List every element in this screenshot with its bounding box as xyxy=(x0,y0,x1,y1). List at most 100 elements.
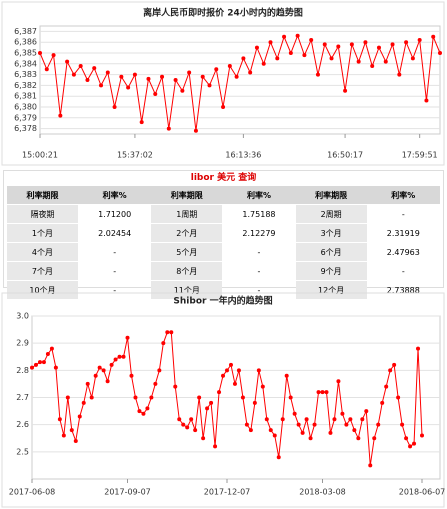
point xyxy=(356,436,361,441)
point xyxy=(316,390,321,395)
point xyxy=(348,417,353,422)
point xyxy=(349,42,354,47)
table-cell: 2.73888 xyxy=(366,280,440,300)
table-cell: 2周期 xyxy=(295,204,367,224)
table-cell: - xyxy=(366,204,440,224)
point xyxy=(252,400,257,405)
line xyxy=(39,34,441,131)
point xyxy=(119,74,124,79)
point xyxy=(105,379,110,384)
point xyxy=(101,368,106,373)
x-tick-label: 2017-12-07 xyxy=(204,488,251,497)
y-tick-label: 3.0 xyxy=(16,312,29,321)
point xyxy=(275,56,280,61)
point xyxy=(388,368,393,373)
table-cell: - xyxy=(222,261,296,281)
point xyxy=(165,330,170,335)
point xyxy=(228,362,233,367)
point xyxy=(73,438,78,443)
point xyxy=(268,428,273,433)
point xyxy=(284,373,289,378)
point xyxy=(236,368,241,373)
point xyxy=(328,430,333,435)
table-cell: 利率% xyxy=(366,186,440,205)
x-tick-label: 17:59:51 xyxy=(402,151,438,160)
point xyxy=(173,384,178,389)
point xyxy=(431,34,436,39)
point xyxy=(276,455,281,460)
point xyxy=(197,395,202,400)
point xyxy=(292,411,297,416)
table-row: 利率期限 利率% 利率期限 利率% 利率期限 利率% xyxy=(7,186,440,205)
point xyxy=(221,373,226,378)
y-tick-label: 2.8 xyxy=(16,366,29,375)
point xyxy=(363,40,368,45)
point xyxy=(248,428,253,433)
y-tick-label: 6,382 xyxy=(14,81,37,90)
shibor-chart: Shibor 一年内的趋势图 2.5 2.6 2.7 2.8 2.9 3.0 2017-06… xyxy=(1,292,445,508)
point xyxy=(30,365,34,370)
point xyxy=(105,70,110,75)
point xyxy=(65,59,70,64)
point xyxy=(166,126,171,131)
libor-panel: libor 美元 查询 利率期限 利率% 利率期限 利率% 利率期限 利率% 隔夜期 1.71… xyxy=(3,170,444,300)
table-cell: 8个月 xyxy=(151,261,223,281)
table-row: 1个月 2.02454 2个月 2.12279 3个月 2.31919 xyxy=(7,223,440,243)
point xyxy=(240,395,245,400)
table-cell: 10个月 xyxy=(7,280,78,300)
point xyxy=(225,368,229,373)
table-row: 10个月 -11个月 -12个月 2.73888 xyxy=(7,280,440,300)
point xyxy=(207,83,212,88)
point xyxy=(61,433,66,438)
point xyxy=(260,384,265,389)
point xyxy=(308,436,313,441)
point xyxy=(376,45,381,50)
point xyxy=(256,368,261,373)
point xyxy=(390,42,395,47)
y-tick-label: 2.6 xyxy=(16,420,29,429)
point xyxy=(185,425,190,430)
point xyxy=(161,341,166,346)
y-tick-label: 6,379 xyxy=(14,113,37,122)
table-cell: 6个月 xyxy=(295,242,367,262)
point xyxy=(217,390,222,395)
point xyxy=(149,395,154,400)
y-tick-label: 2.7 xyxy=(16,393,29,402)
point xyxy=(112,105,117,109)
point xyxy=(296,422,301,427)
point xyxy=(396,395,401,400)
point xyxy=(93,373,98,378)
point xyxy=(424,98,429,103)
table-cell: 12个月 xyxy=(295,280,367,300)
point xyxy=(139,120,144,125)
table-cell: 11个月 xyxy=(151,280,223,300)
point xyxy=(89,395,94,400)
plot-area xyxy=(39,25,441,135)
point xyxy=(400,422,405,427)
point xyxy=(173,78,178,82)
point xyxy=(304,417,309,422)
table-cell: 1.75188 xyxy=(222,204,296,224)
point xyxy=(420,433,424,438)
point xyxy=(71,72,76,77)
point xyxy=(214,67,219,72)
table-cell: 2个月 xyxy=(151,223,223,243)
point xyxy=(145,406,150,411)
point xyxy=(205,406,210,411)
panel-border xyxy=(1,292,445,508)
point xyxy=(288,395,293,400)
point xyxy=(69,428,74,433)
point xyxy=(272,433,277,438)
table-row: 4个月 -5个月 -6个月 2.47963 xyxy=(7,242,440,262)
point xyxy=(412,441,417,446)
table-cell: 利率期限 xyxy=(7,186,78,205)
point xyxy=(264,417,269,422)
point xyxy=(153,92,158,97)
point xyxy=(65,395,70,400)
point xyxy=(37,360,42,365)
x-tick-label: 16:50:17 xyxy=(327,151,363,160)
point xyxy=(57,417,62,422)
point xyxy=(282,34,287,39)
table-cell: 隔夜期 xyxy=(7,204,78,224)
